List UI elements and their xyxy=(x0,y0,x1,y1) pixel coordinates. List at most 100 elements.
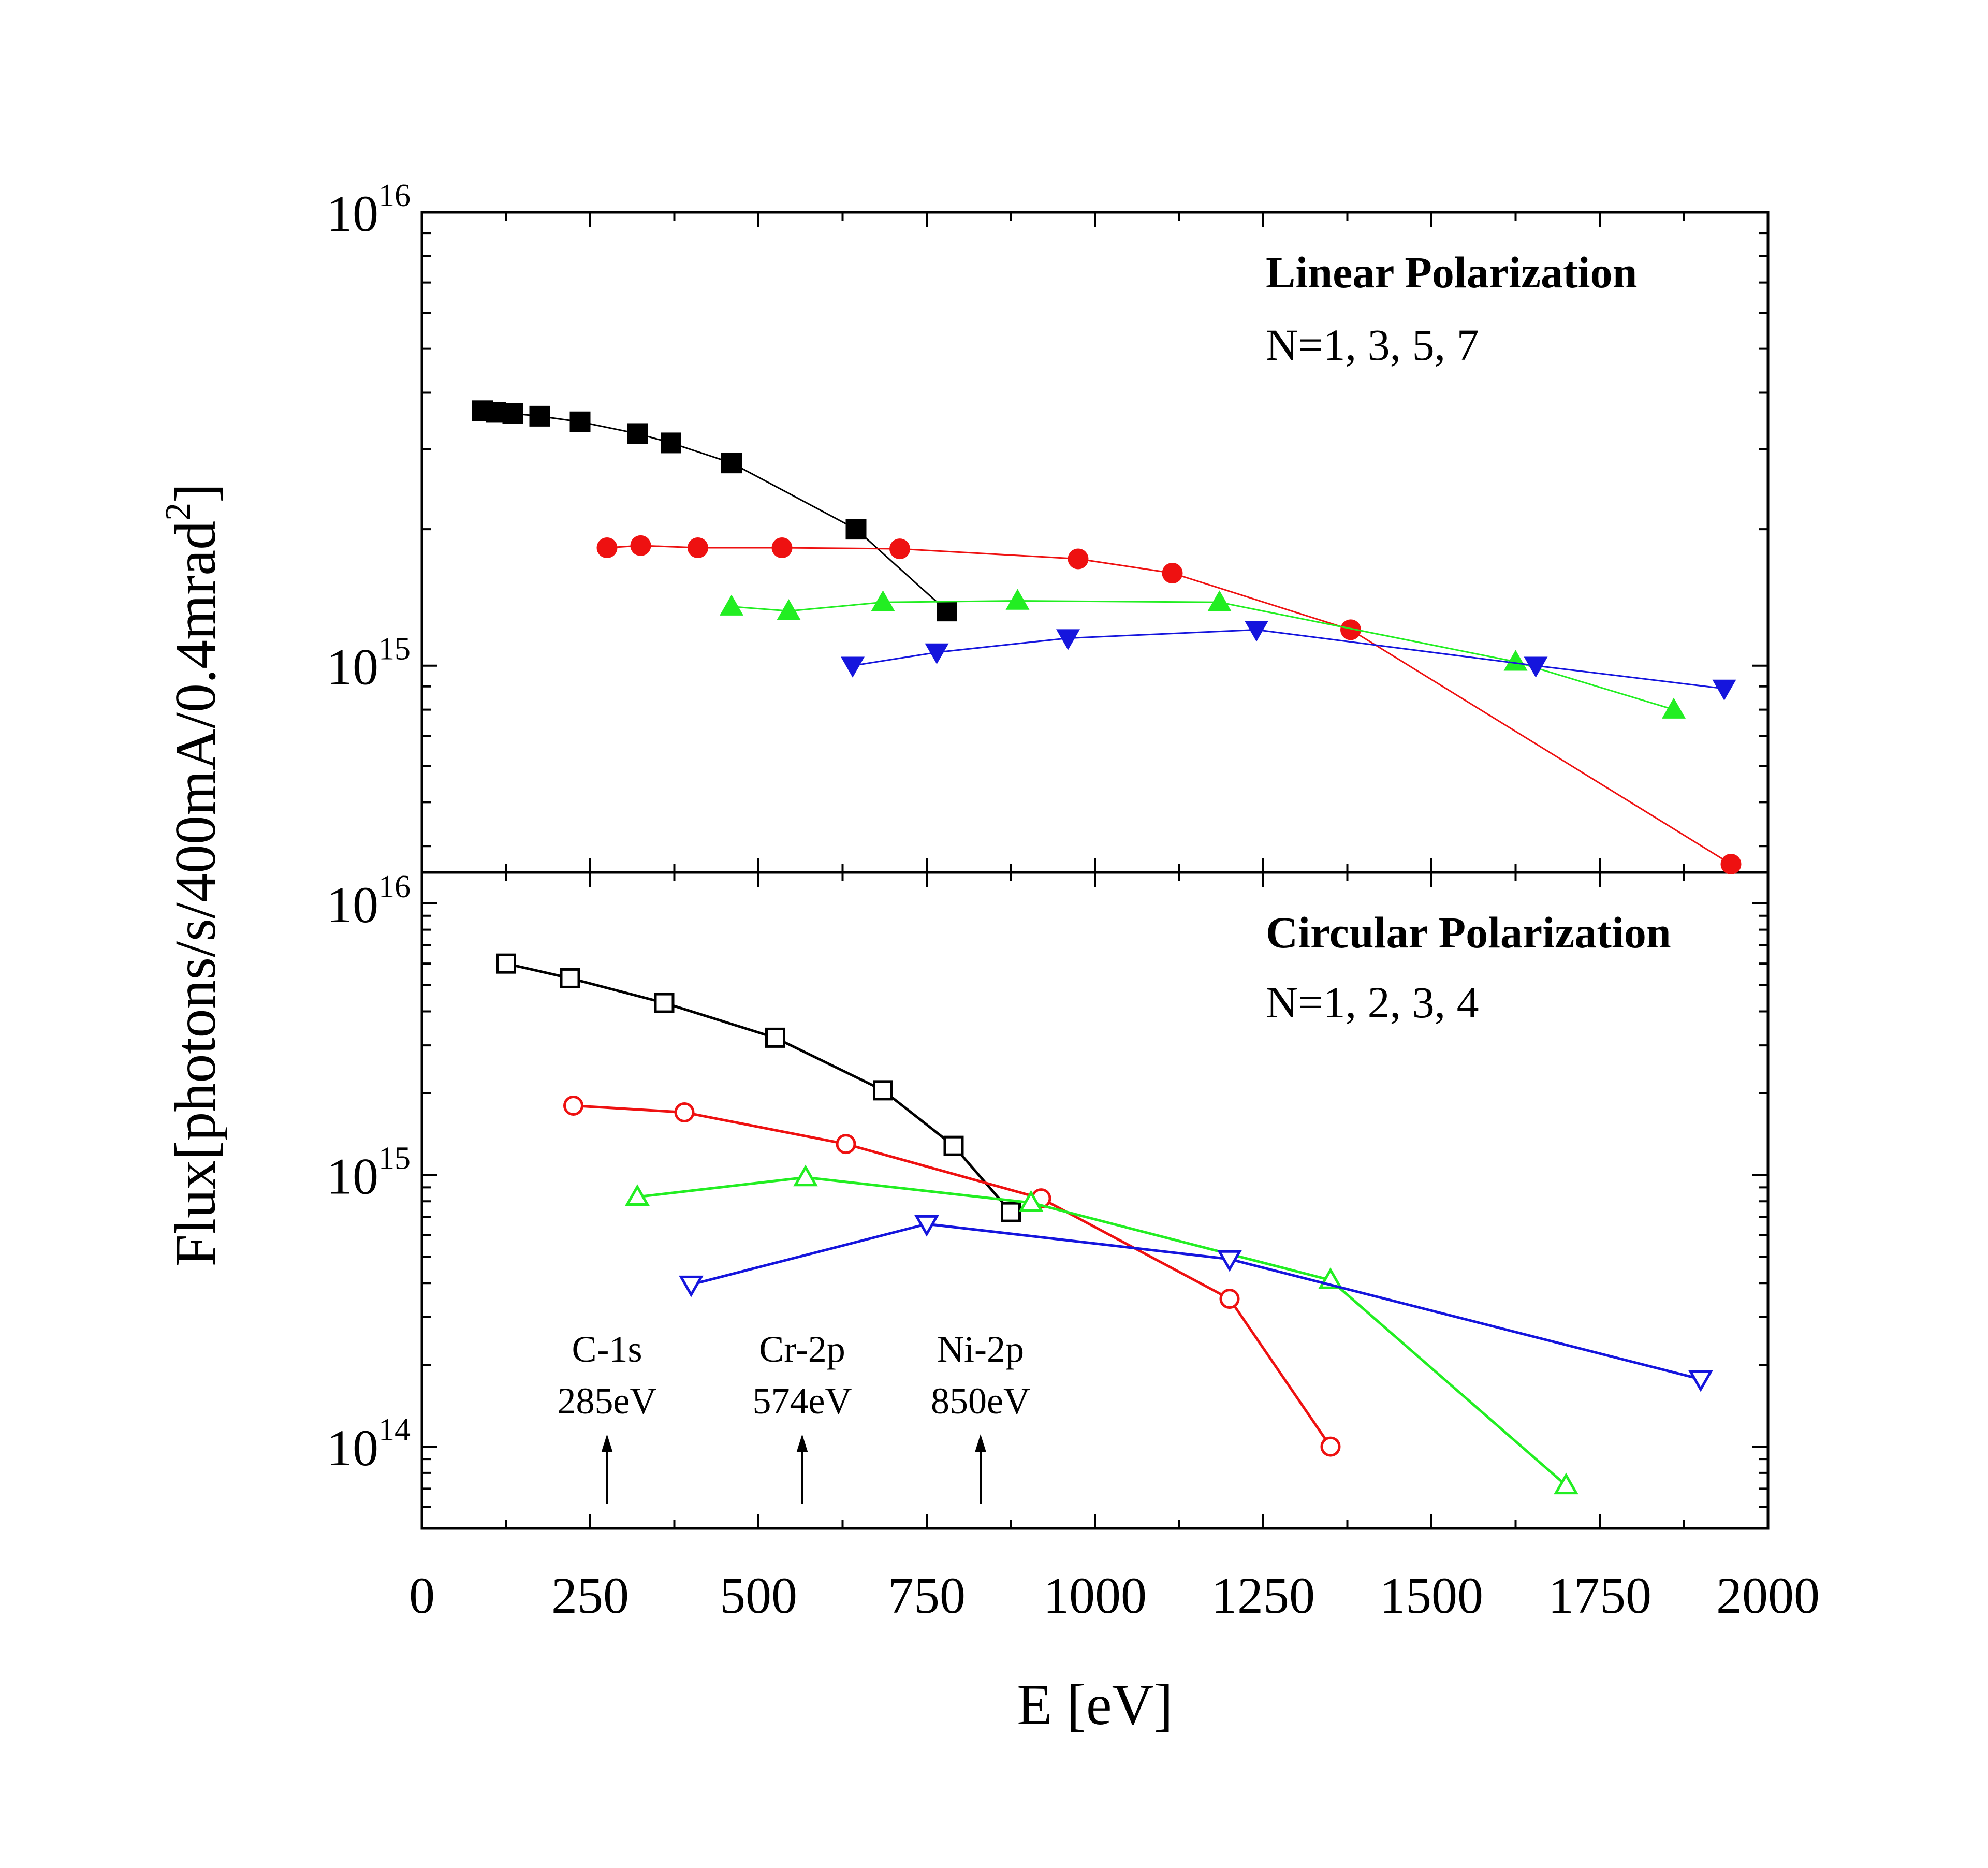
series-line xyxy=(505,962,1012,1213)
annotation-2: Ni-2p 850eV xyxy=(931,1329,1030,1504)
data-point xyxy=(1688,1370,1713,1392)
top-panel-title: Linear Polarization xyxy=(1266,247,1637,297)
y-tick-base: 10 xyxy=(327,1419,378,1477)
annotation-arrow-head xyxy=(601,1434,613,1452)
data-point xyxy=(771,537,793,558)
data-point xyxy=(943,1135,964,1156)
data-point xyxy=(596,537,618,558)
top-panel-frame xyxy=(420,211,1770,874)
annotation-arrow-head xyxy=(975,1434,986,1452)
y-tick-label: 1014 xyxy=(327,1412,411,1477)
series-line xyxy=(691,1222,1701,1381)
data-point xyxy=(674,1102,695,1123)
data-point xyxy=(841,656,865,678)
data-point xyxy=(679,1275,704,1297)
bottom-panel-subtitle: N=1, 2, 3, 4 xyxy=(1266,977,1479,1027)
data-point xyxy=(845,519,867,540)
bottom-panel-title: Circular Polarization xyxy=(1266,908,1671,957)
data-point xyxy=(560,968,580,988)
y-tick-exponent: 15 xyxy=(378,632,411,667)
x-tick-label: 0 xyxy=(409,1567,435,1624)
data-point xyxy=(1056,629,1080,650)
x-tick-labels: 0 250 500 750 1000 1250 1500 1750 2000 xyxy=(409,1567,1820,1624)
series-linear-N=7 xyxy=(841,621,1736,701)
annotation-arrow-head xyxy=(796,1434,808,1452)
bottom-panel-frame xyxy=(420,871,1770,1530)
series-circular-N=1 xyxy=(496,953,1021,1222)
axis-ticks xyxy=(421,211,1769,1529)
data-point xyxy=(765,1027,785,1048)
top-panel-subtitle: N=1, 3, 5, 7 xyxy=(1266,320,1479,370)
data-point xyxy=(1712,679,1736,701)
y-axis-title-sup: 2 xyxy=(158,503,198,521)
data-point xyxy=(721,453,742,474)
data-point xyxy=(1245,621,1268,642)
data-point xyxy=(625,1184,650,1206)
annotation-energy: 574eV xyxy=(753,1380,852,1422)
data-point xyxy=(1068,548,1089,570)
y-tick-base: 10 xyxy=(327,876,378,933)
data-point xyxy=(871,590,895,611)
y-tick-label: 1016 xyxy=(327,178,411,242)
data-point xyxy=(1554,1472,1578,1495)
data-point xyxy=(720,594,743,616)
series-linear-N=3 xyxy=(596,535,1742,875)
y-tick-label: 1015 xyxy=(327,632,411,696)
data-point xyxy=(496,953,516,974)
x-axis-title: E [eV] xyxy=(1017,1673,1173,1737)
data-point xyxy=(661,432,681,454)
data-point xyxy=(502,403,523,424)
annotation-element: C-1s xyxy=(572,1329,642,1370)
series-line xyxy=(852,629,1724,690)
data-point xyxy=(569,411,591,432)
data-point xyxy=(1207,590,1232,611)
data-point xyxy=(836,1134,856,1155)
series-circular-N=3 xyxy=(625,1164,1578,1495)
annotation-element: Ni-2p xyxy=(937,1329,1024,1370)
y-tick-exponent: 15 xyxy=(378,1141,411,1176)
series-line xyxy=(731,600,1674,711)
data-point xyxy=(529,405,550,427)
annotation-0: C-1s 285eV xyxy=(558,1329,657,1504)
series-line xyxy=(482,410,948,612)
y-tick-base: 10 xyxy=(327,1147,378,1205)
x-tick-label: 1500 xyxy=(1380,1567,1483,1624)
data-point xyxy=(627,423,648,444)
annotation-energy: 285eV xyxy=(558,1380,657,1422)
series-line xyxy=(573,1104,1332,1448)
annotation-element: Cr-2p xyxy=(759,1329,845,1370)
x-tick-label: 1000 xyxy=(1043,1567,1147,1624)
data-point xyxy=(1524,656,1548,678)
data-point xyxy=(873,1080,893,1101)
data-point xyxy=(777,599,801,620)
data-point xyxy=(1217,1250,1242,1272)
x-tick-label: 1750 xyxy=(1548,1567,1651,1624)
data-point xyxy=(1018,1190,1044,1212)
series-layer xyxy=(472,400,1742,1495)
data-point xyxy=(654,993,675,1013)
x-tick-label: 2000 xyxy=(1716,1567,1820,1624)
y-tick-exponent: 14 xyxy=(378,1412,411,1448)
data-point xyxy=(889,538,910,560)
data-point xyxy=(1662,697,1686,719)
series-line xyxy=(607,545,1732,865)
data-point xyxy=(1503,650,1528,671)
x-tick-label: 500 xyxy=(720,1567,797,1624)
data-point xyxy=(1720,854,1742,875)
y-tick-exponent: 16 xyxy=(378,869,411,904)
edge-annotations: C-1s 285eV Cr-2p 574eV Ni-2p 850eV xyxy=(558,1329,1030,1504)
y-axis-title-main: Flux[photons/s/400mA/0.4mrad xyxy=(164,521,228,1266)
annotation-1: Cr-2p 574eV xyxy=(753,1329,852,1504)
y-tick-label: 1015 xyxy=(327,1141,411,1205)
data-point xyxy=(1001,1202,1021,1222)
data-point xyxy=(793,1164,818,1187)
data-point xyxy=(563,1095,583,1116)
data-point xyxy=(1219,1289,1240,1309)
series-linear-N=1 xyxy=(472,400,957,622)
data-point xyxy=(688,537,708,558)
data-point xyxy=(925,643,949,664)
data-point xyxy=(1162,562,1183,583)
data-point xyxy=(914,1215,939,1237)
